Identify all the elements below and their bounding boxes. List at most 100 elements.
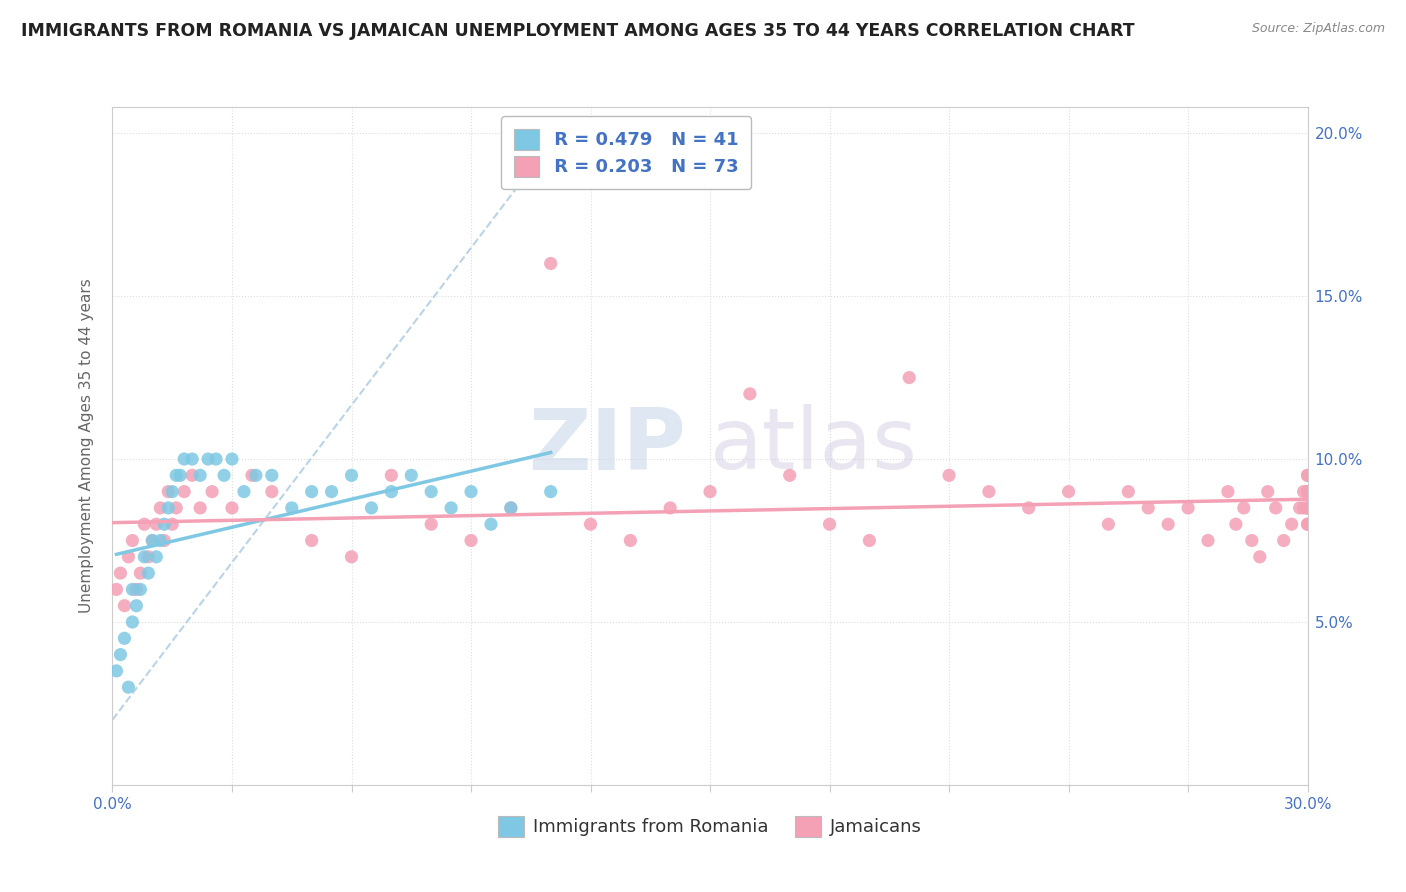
- Point: [129, 566, 152, 581]
- Point: [818, 517, 841, 532]
- Point: [138, 566, 160, 581]
- Point: [110, 648, 132, 662]
- Point: [938, 468, 960, 483]
- Point: [1292, 500, 1315, 515]
- Point: [779, 468, 801, 483]
- Point: [1249, 549, 1271, 564]
- Point: [977, 484, 1000, 499]
- Point: [540, 256, 562, 270]
- Point: [1118, 484, 1140, 499]
- Point: [145, 517, 167, 532]
- Point: [1296, 500, 1319, 515]
- Point: [738, 387, 761, 401]
- Point: [1137, 500, 1160, 515]
- Point: [117, 680, 139, 694]
- Point: [141, 533, 163, 548]
- Point: [1257, 484, 1279, 499]
- Point: [188, 468, 211, 483]
- Point: [125, 599, 148, 613]
- Point: [659, 500, 682, 515]
- Point: [121, 533, 143, 548]
- Point: [181, 468, 204, 483]
- Point: [380, 468, 402, 483]
- Point: [499, 500, 522, 515]
- Point: [321, 484, 343, 499]
- Point: [380, 484, 402, 499]
- Point: [699, 484, 721, 499]
- Point: [1197, 533, 1219, 548]
- Point: [260, 468, 283, 483]
- Point: [858, 533, 880, 548]
- Point: [110, 566, 132, 581]
- Point: [105, 582, 128, 597]
- Point: [157, 500, 180, 515]
- Point: [1296, 468, 1319, 483]
- Point: [205, 452, 228, 467]
- Point: [1233, 500, 1256, 515]
- Legend: Immigrants from Romania, Jamaicans: Immigrants from Romania, Jamaicans: [491, 808, 929, 844]
- Point: [1240, 533, 1263, 548]
- Point: [1216, 484, 1239, 499]
- Point: [260, 484, 283, 499]
- Point: [1292, 484, 1315, 499]
- Point: [188, 500, 211, 515]
- Point: [1296, 517, 1319, 532]
- Point: [301, 484, 323, 499]
- Point: [1288, 500, 1310, 515]
- Point: [114, 599, 135, 613]
- Point: [165, 468, 187, 483]
- Point: [360, 500, 382, 515]
- Point: [1225, 517, 1247, 532]
- Point: [619, 533, 641, 548]
- Point: [1264, 500, 1286, 515]
- Point: [169, 468, 191, 483]
- Point: [1296, 484, 1319, 499]
- Point: [301, 533, 323, 548]
- Point: [420, 517, 443, 532]
- Point: [121, 582, 143, 597]
- Point: [1296, 484, 1319, 499]
- Point: [233, 484, 256, 499]
- Point: [212, 468, 235, 483]
- Point: [149, 533, 172, 548]
- Y-axis label: Unemployment Among Ages 35 to 44 years: Unemployment Among Ages 35 to 44 years: [79, 278, 94, 614]
- Point: [162, 484, 183, 499]
- Point: [540, 484, 562, 499]
- Point: [1272, 533, 1295, 548]
- Point: [157, 484, 180, 499]
- Text: IMMIGRANTS FROM ROMANIA VS JAMAICAN UNEMPLOYMENT AMONG AGES 35 TO 44 YEARS CORRE: IMMIGRANTS FROM ROMANIA VS JAMAICAN UNEM…: [21, 22, 1135, 40]
- Point: [340, 549, 363, 564]
- Point: [173, 484, 195, 499]
- Point: [162, 517, 183, 532]
- Point: [141, 533, 163, 548]
- Point: [479, 517, 502, 532]
- Point: [460, 533, 482, 548]
- Point: [281, 500, 304, 515]
- Point: [165, 500, 187, 515]
- Point: [134, 517, 156, 532]
- Point: [898, 370, 921, 384]
- Point: [579, 517, 602, 532]
- Point: [1018, 500, 1040, 515]
- Point: [121, 615, 143, 629]
- Point: [1097, 517, 1119, 532]
- Point: [245, 468, 267, 483]
- Text: atlas: atlas: [710, 404, 918, 488]
- Point: [240, 468, 263, 483]
- Point: [114, 632, 135, 646]
- Point: [1157, 517, 1180, 532]
- Point: [340, 468, 363, 483]
- Point: [125, 582, 148, 597]
- Text: Source: ZipAtlas.com: Source: ZipAtlas.com: [1251, 22, 1385, 36]
- Point: [129, 582, 152, 597]
- Point: [105, 664, 128, 678]
- Point: [1296, 484, 1319, 499]
- Point: [145, 549, 167, 564]
- Point: [440, 500, 463, 515]
- Point: [153, 517, 176, 532]
- Point: [138, 549, 160, 564]
- Point: [221, 452, 243, 467]
- Point: [173, 452, 195, 467]
- Point: [201, 484, 224, 499]
- Point: [1296, 500, 1319, 515]
